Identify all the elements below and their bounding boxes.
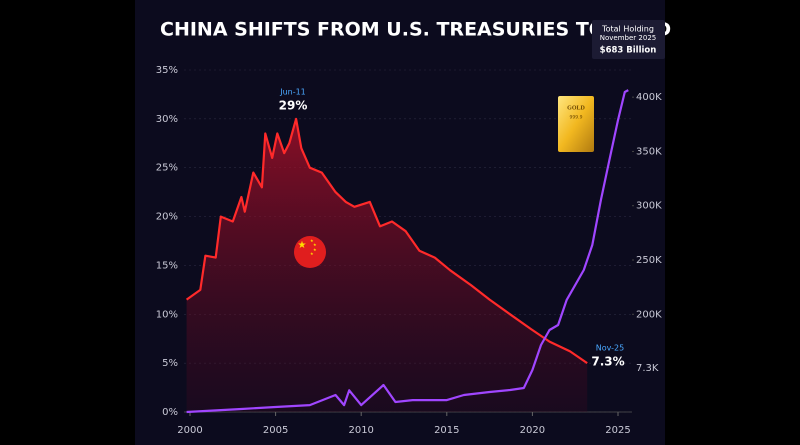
flag-star: ★ [310,238,314,243]
y-tick-label: 20% [156,212,178,223]
line [185,117,588,365]
annotation-value: 7.3% [591,355,624,369]
y2-tick-label: 200K [636,309,662,320]
x-tick-label: 2020 [520,425,545,436]
info-box [592,20,665,59]
info-value: $683 Billion [600,46,657,56]
area [186,118,588,413]
axis-note: 7.3K [636,363,659,374]
y-tick-label: 25% [156,163,178,174]
y-tick-label: 35% [156,65,178,76]
y-tick-label: 10% [156,309,178,320]
y-tick-label: 30% [156,114,178,125]
y-tick-label: 0% [162,407,178,418]
annotation-date: Jun-11 [279,88,306,97]
y2-tick-label: 250K [636,255,662,266]
flag-star: ★ [313,242,317,247]
flag-star: ★ [313,247,317,252]
x-tick-label: 2015 [434,425,459,436]
gold-bar [558,96,594,152]
y2-tick-label: 350K [636,146,662,157]
info-line: November 2025 [600,34,656,42]
x-tick-label: 2000 [177,425,202,436]
y-tick-label: 15% [156,260,178,271]
info-line: Total Holding [601,25,654,34]
flag-star: ★ [298,240,307,251]
china-flag [294,236,326,268]
plot: 0% 5% 10% 15% 20% 25% 30% 35% 200K 250K 300K 350K 40… [156,65,662,436]
x-tick-label: 2025 [605,425,630,436]
y2-tick-label: 400K [636,92,662,103]
y-tick-label: 5% [162,358,178,369]
line [186,89,629,414]
gold-bar-purity: 999.9 [570,115,583,121]
x-tick-label: 2010 [348,425,373,436]
chart-title: CHINA SHIFTS FROM U.S. TREASURIES TO GOL… [160,19,671,41]
y2-tick-label: 300K [636,201,662,212]
x-tick-label: 2005 [263,425,288,436]
annotation-date: Nov-25 [596,344,624,353]
gold-bar-label: GOLD [567,105,585,111]
annotation-value: 29% [279,99,308,113]
flag-star: ★ [310,251,314,256]
